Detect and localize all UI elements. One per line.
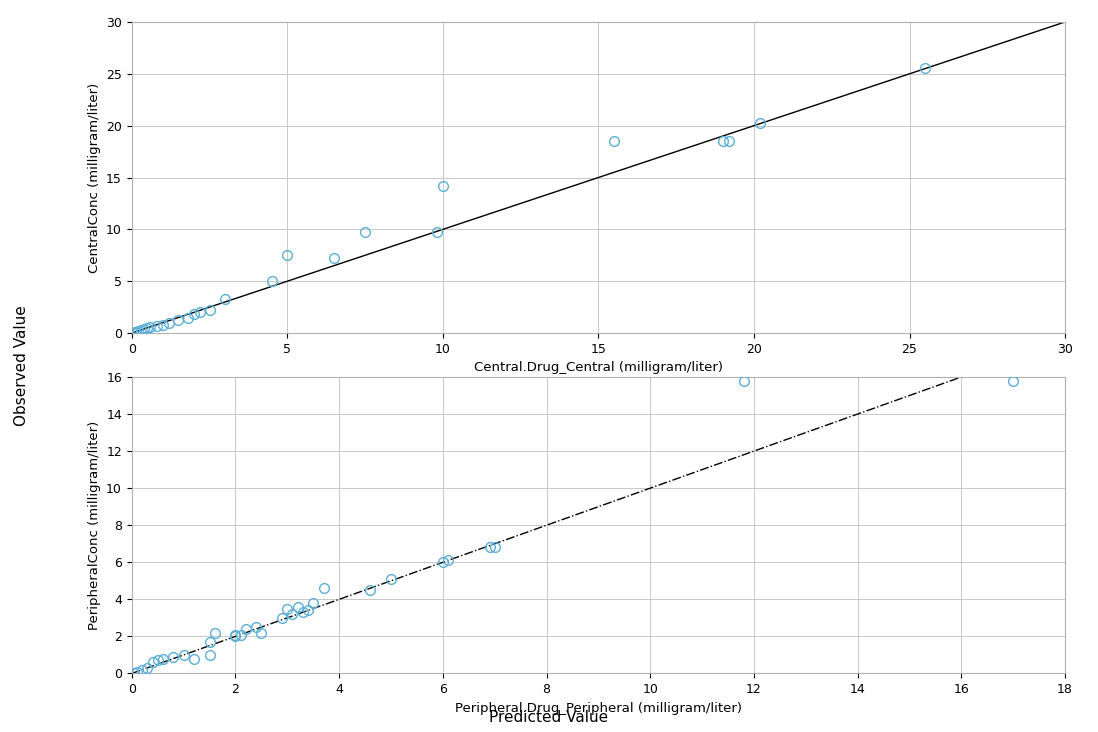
X-axis label: Central.Drug_Central (milligram/liter): Central.Drug_Central (milligram/liter) [474,362,722,374]
Text: Observed Value: Observed Value [14,306,30,426]
X-axis label: Peripheral.Drug_Peripheral (milligram/liter): Peripheral.Drug_Peripheral (milligram/li… [455,702,742,714]
Text: Predicted Value: Predicted Value [490,710,608,725]
Y-axis label: CentralConc (milligram/liter): CentralConc (milligram/liter) [88,83,101,272]
Y-axis label: PeripheralConc (milligram/liter): PeripheralConc (milligram/liter) [88,421,101,630]
